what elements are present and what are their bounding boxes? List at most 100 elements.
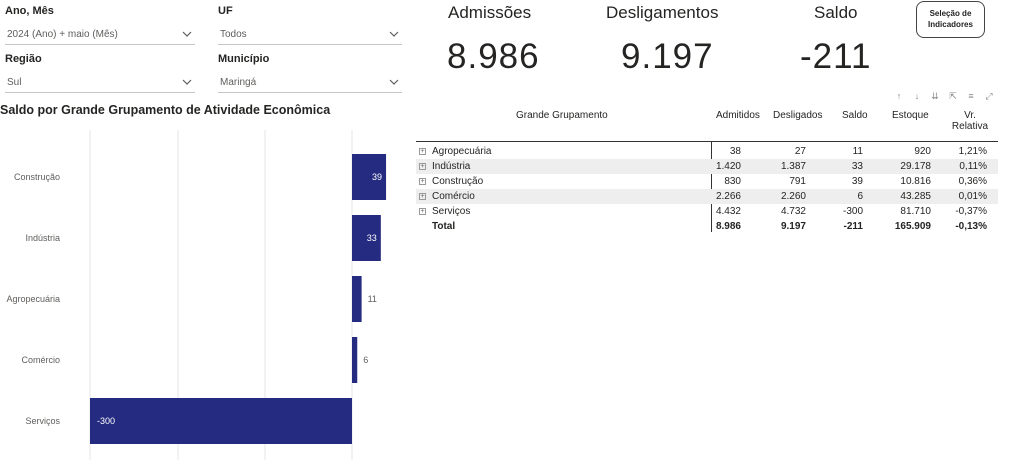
header-admitidos[interactable]: Admitidos	[716, 110, 760, 121]
ano-mes-dropdown[interactable]: 2024 (Ano) + maio (Mês)	[5, 25, 195, 45]
chevron-down-icon	[389, 79, 399, 85]
cell-grupo: Indústria	[432, 161, 471, 172]
cell-saldo: 11	[852, 146, 863, 157]
ano-mes-value: 2024 (Ano) + maio (Mês)	[7, 29, 118, 40]
cell-desligados: 791	[789, 176, 806, 187]
arrow-up-icon[interactable]: ↑	[896, 91, 902, 101]
regiao-value: Sul	[7, 77, 22, 88]
selecao-line1: Seleção de	[929, 9, 972, 18]
header-estoque[interactable]: Estoque	[892, 110, 929, 121]
uf-dropdown[interactable]: Todos	[218, 25, 402, 45]
data-label: 33	[367, 233, 377, 243]
filter-regiao: Região Sul	[5, 53, 195, 93]
filter-regiao-label: Região	[5, 53, 42, 65]
cell-estoque: 29.178	[900, 161, 931, 172]
cell-grupo: Agropecuária	[432, 146, 492, 157]
total-desligados: 9.197	[780, 221, 806, 232]
cell-vr: 0,01%	[958, 191, 987, 202]
expand-row-icon[interactable]: +	[419, 178, 426, 185]
chart-title: Saldo por Grande Grupamento de Atividade…	[0, 103, 331, 117]
cell-admitidos: 38	[729, 146, 741, 157]
category-label: Comércio	[21, 355, 60, 365]
table-header: Grande Grupamento Admitidos Desligados S…	[416, 104, 998, 142]
data-label: 11	[368, 294, 377, 304]
table-divider	[711, 142, 712, 232]
cell-saldo: -300	[842, 206, 863, 217]
total-vr: -0,13%	[955, 221, 987, 232]
cell-estoque: 43.285	[900, 191, 931, 202]
bar[interactable]	[352, 154, 387, 200]
category-label: Agropecuária	[6, 294, 60, 304]
expand-row-icon[interactable]: +	[419, 148, 426, 155]
regiao-dropdown[interactable]: Sul	[5, 73, 195, 93]
table-body: + Agropecuária 38 27 11 920 1,21% + Indústria 1.4…	[416, 142, 998, 234]
arrow-down-icon[interactable]: ↓	[914, 91, 920, 101]
bar[interactable]	[352, 215, 381, 261]
bar[interactable]	[352, 337, 358, 383]
cell-vr: 0,36%	[958, 176, 987, 187]
cell-grupo: Serviços	[432, 206, 471, 217]
cell-estoque: 10.816	[900, 176, 931, 187]
cell-vr: 0,11%	[959, 161, 987, 172]
table-row[interactable]: + Construção 830 791 39 10.816 0,36%	[416, 174, 998, 189]
cell-desligados: 2.260	[780, 191, 806, 202]
selecao-line2: Indicadores	[928, 20, 973, 29]
expand-icon[interactable]: ⇱	[949, 91, 957, 101]
admissoes-label: Admissões	[448, 3, 532, 22]
chevron-down-icon	[182, 79, 192, 85]
municipio-dropdown[interactable]: Maringá	[218, 73, 402, 93]
double-arrow-down-icon[interactable]: ⇊	[931, 91, 939, 101]
expand-row-icon[interactable]: +	[419, 193, 426, 200]
bar[interactable]	[90, 398, 352, 444]
filter-uf-label: UF	[218, 5, 233, 17]
cell-estoque: 920	[914, 146, 931, 157]
data-label: -300	[97, 416, 115, 426]
cell-grupo: Comércio	[432, 191, 475, 202]
saldo-value: -211	[800, 37, 872, 76]
desligamentos-label: Desligamentos	[606, 3, 719, 22]
total-admitidos: 8.986	[715, 221, 741, 232]
admissoes-value: 8.986	[447, 37, 540, 76]
category-label: Construção	[14, 172, 60, 182]
filter-icon[interactable]: ≡	[968, 91, 974, 101]
cell-grupo: Construção	[432, 176, 484, 187]
table-row[interactable]: + Serviços 4.432 4.732 -300 81.710 -0,37%	[416, 204, 998, 219]
cell-vr: -0,37%	[955, 206, 987, 217]
filter-ano-mes-label: Ano, Mês	[5, 5, 54, 17]
cell-admitidos: 830	[724, 176, 741, 187]
table-total-row: Total 8.986 9.197 -211 165.909 -0,13%	[416, 219, 998, 234]
cell-desligados: 4.732	[780, 206, 806, 217]
uf-value: Todos	[220, 29, 247, 40]
filter-uf: UF Todos	[218, 5, 402, 45]
table-row[interactable]: + Agropecuária 38 27 11 920 1,21%	[416, 144, 998, 159]
chevron-down-icon	[389, 31, 399, 37]
bar[interactable]	[352, 276, 362, 322]
focus-mode-icon[interactable]: ⤢	[985, 91, 993, 101]
filter-ano-mes: Ano, Mês 2024 (Ano) + maio (Mês)	[5, 5, 195, 45]
data-label: 6	[363, 355, 368, 365]
header-desligados[interactable]: Desligados	[773, 110, 823, 121]
expand-row-icon[interactable]: +	[419, 163, 426, 170]
cell-desligados: 27	[794, 146, 806, 157]
header-vr-line1: Vr.	[964, 110, 976, 121]
cell-desligados: 1.387	[780, 161, 806, 172]
cell-admitidos: 4.432	[715, 206, 741, 217]
header-vr-relativa[interactable]: Vr. Relativa	[948, 110, 992, 132]
cell-vr: 1,21%	[958, 146, 987, 157]
filter-municipio-label: Município	[218, 53, 270, 65]
total-label: Total	[432, 221, 456, 232]
cell-saldo: 39	[851, 176, 863, 187]
category-label: Serviços	[25, 416, 60, 426]
chevron-down-icon	[182, 31, 192, 37]
cell-admitidos: 2.266	[715, 191, 741, 202]
total-estoque: 165.909	[894, 221, 931, 232]
municipio-value: Maringá	[220, 77, 257, 88]
cell-saldo: 6	[857, 191, 863, 202]
header-saldo[interactable]: Saldo	[842, 110, 868, 121]
table-row[interactable]: + Comércio 2.266 2.260 6 43.285 0,01%	[416, 189, 998, 204]
header-grande-grupamento[interactable]: Grande Grupamento	[516, 110, 608, 121]
table-row[interactable]: + Indústria 1.420 1.387 33 29.178 0,11%	[416, 159, 998, 174]
selecao-indicadores-button[interactable]: Seleção de Indicadores	[916, 1, 985, 38]
expand-row-icon[interactable]: +	[419, 208, 426, 215]
desligamentos-value: 9.197	[621, 37, 714, 76]
